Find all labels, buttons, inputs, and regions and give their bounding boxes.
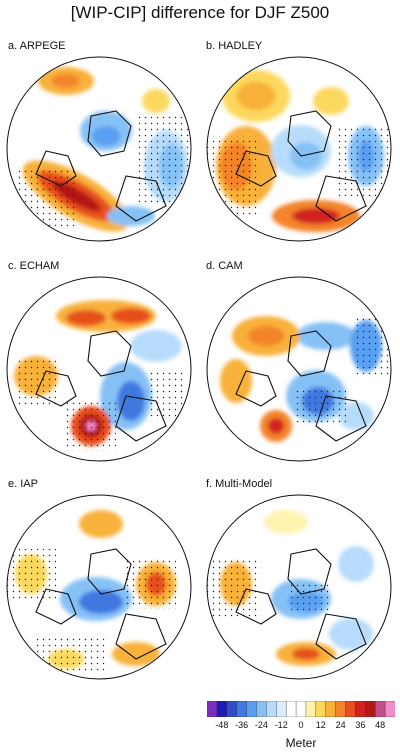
map-arpege [6, 56, 192, 242]
colorbar-tick-label: 12 [315, 720, 326, 730]
colorbar-tick-label: 0 [298, 720, 304, 730]
colorbar-tick-label: 48 [375, 720, 386, 730]
colorbar-swatch [345, 701, 356, 717]
colorbar-tick-label: -36 [235, 720, 249, 730]
colorbar-swatch [315, 701, 327, 717]
colorbar-swatch [384, 701, 395, 717]
colorbar-swatch [285, 701, 297, 717]
colorbar-swatch [365, 701, 376, 717]
colorbar-swatch [325, 701, 337, 717]
panel-label-d: d. CAM [206, 260, 243, 272]
colorbar-tick-label: 24 [335, 720, 346, 730]
colorbar-swatch [375, 701, 386, 717]
figure-title: [WIP-CIP] difference for DJF Z500 [70, 3, 330, 22]
colorbar-swatch [266, 701, 277, 717]
panel-label-a: a. ARPEGE [8, 40, 66, 52]
colorbar [207, 701, 395, 717]
colorbar-tick-label: 36 [355, 720, 366, 730]
colorbar-swatch [276, 701, 287, 717]
colorbar-swatch [295, 701, 307, 717]
colorbar-tick-label: -24 [254, 720, 268, 730]
colorbar-swatch [236, 701, 248, 717]
colorbar-swatch [226, 701, 238, 717]
map-multi-model [206, 494, 392, 680]
colorbar-swatch [335, 701, 347, 717]
colorbar-units: Meter [285, 736, 317, 750]
colorbar-swatch [216, 701, 228, 717]
colorbar-swatch [305, 701, 317, 717]
colorbar-swatch [246, 701, 257, 717]
colorbar-tick-label: -12 [274, 720, 288, 730]
map-cam [206, 276, 392, 462]
map-hadley [206, 56, 392, 242]
panel-label-e: e. IAP [8, 478, 38, 490]
colorbar-tick-label: -48 [215, 720, 229, 730]
panel-label-b: b. HADLEY [206, 40, 263, 52]
colorbar-swatch [207, 701, 218, 717]
panel-label-c: c. ECHAM [8, 260, 60, 272]
map-iap [6, 494, 192, 680]
map-echam [6, 276, 192, 462]
panel-label-f: f. Multi-Model [206, 478, 273, 490]
colorbar-swatch [355, 701, 366, 717]
colorbar-swatch [256, 701, 267, 717]
